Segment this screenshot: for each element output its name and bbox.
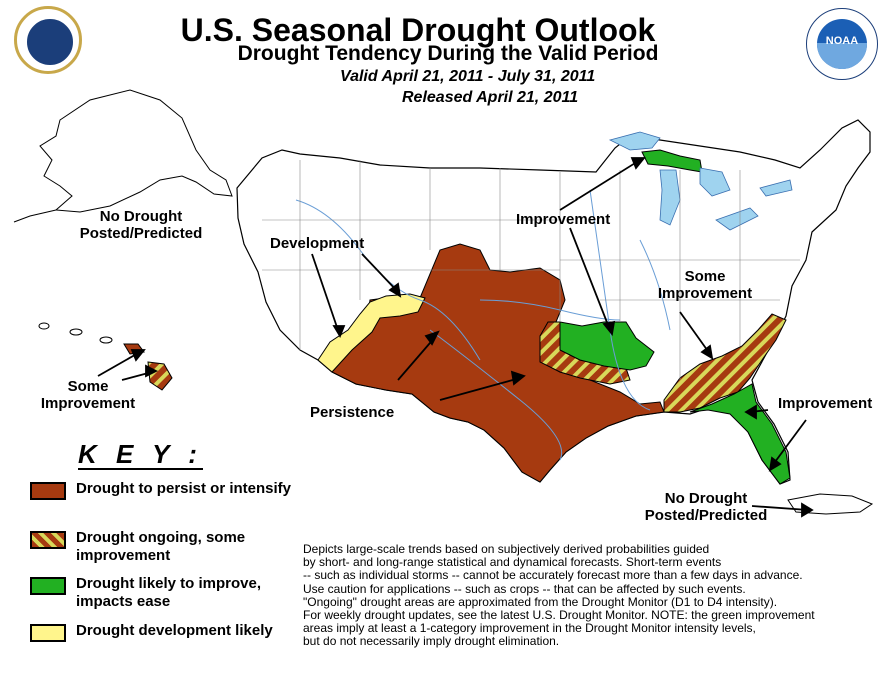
label-line: Improvement <box>657 285 753 302</box>
note-line: but do not necessarily imply drought eli… <box>303 634 560 649</box>
develop-region <box>317 293 426 373</box>
label-development: Development <box>270 235 365 252</box>
label-some-improvement-se: Some Improvement <box>640 268 770 302</box>
disclaimer-notes: Depicts large-scale trends based on subj… <box>303 542 893 649</box>
key-item-ongoing: Drought ongoing, some improvement <box>30 529 300 569</box>
label-improvement-north: Improvement <box>516 211 611 228</box>
key-item-develop: Drought development likely <box>30 622 300 662</box>
key-item-persist: Drought to persist or intensify <box>30 480 300 520</box>
note-line: For weekly drought updates, see the late… <box>303 608 815 623</box>
improve-region-mississippi <box>559 321 655 371</box>
valid-period: Valid April 21, 2011 - July 31, 2011 <box>340 68 596 85</box>
key-title: K E Y : <box>78 439 203 470</box>
puerto-rico <box>787 493 874 515</box>
label-line: Posted/Predicted <box>79 225 203 242</box>
swatch-improve <box>30 577 66 595</box>
noaa-logo-text: NOAA <box>825 35 859 47</box>
label-alaska-no-drought: No Drought Posted/Predicted <box>66 208 216 242</box>
release-date: Released April 21, 2011 <box>402 89 579 106</box>
label-line: No Drought <box>99 208 183 225</box>
label-hawaii-some-improvement: Some Improvement <box>30 378 146 412</box>
state-lines <box>262 160 800 380</box>
key-item-improve: Drought likely to improve, impacts ease <box>30 575 300 615</box>
note-line: areas imply at least a 1-category improv… <box>303 621 756 636</box>
swatch-persist <box>30 482 66 500</box>
label-line: Some <box>684 268 726 285</box>
key-label: Drought development likely <box>76 622 273 639</box>
label-line: Posted/Predicted <box>644 507 768 524</box>
label-persistence: Persistence <box>310 404 395 421</box>
noaa-logo-icon: NOAA <box>806 8 878 80</box>
label-improvement-florida: Improvement <box>778 395 873 412</box>
note-line: by short- and long-range statistical and… <box>303 555 722 570</box>
note-line: Use caution for applications -- such as … <box>303 581 746 596</box>
note-line: Depicts large-scale trends based on subj… <box>303 542 710 556</box>
key-label: Drought ongoing, some improvement <box>76 529 246 564</box>
alaska <box>39 89 233 213</box>
swatch-develop <box>30 624 66 642</box>
label-line: Improvement <box>40 395 136 412</box>
key-label: Drought likely to improve, impacts ease <box>76 575 262 610</box>
page-subtitle: Drought Tendency During the Valid Period <box>237 42 659 65</box>
note-line: -- such as individual storms -- cannot b… <box>303 568 803 583</box>
page-title: U.S. Seasonal Drought Outlook <box>180 12 656 48</box>
great-lakes <box>608 131 793 231</box>
note-line: "Ongoing" drought areas are approximated… <box>303 594 778 609</box>
ongoing-region-southeast <box>663 313 787 413</box>
label-pr-no-drought: No Drought Posted/Predicted <box>636 490 776 524</box>
label-arrows <box>97 157 814 518</box>
label-line: Some <box>67 378 109 395</box>
key-label: Drought to persist or intensify <box>76 480 292 497</box>
commerce-seal-icon <box>14 6 82 74</box>
label-line: No Drought <box>664 490 748 507</box>
improve-region-florida <box>689 383 791 485</box>
swatch-ongoing <box>30 531 66 549</box>
